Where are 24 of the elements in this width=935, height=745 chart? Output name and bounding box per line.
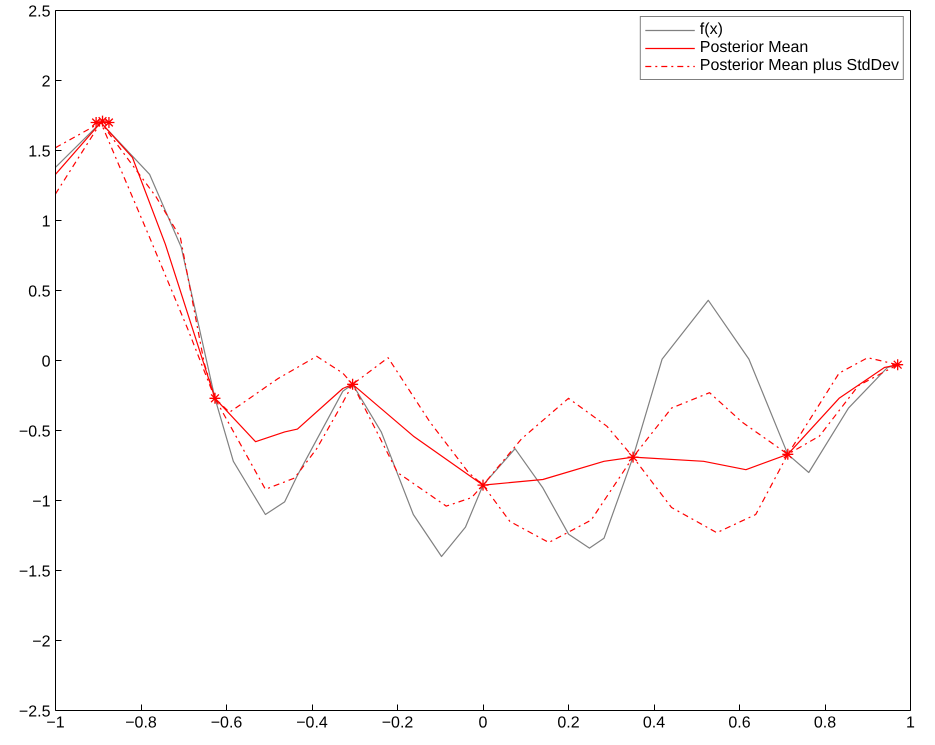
y-tick-label: −1 xyxy=(32,494,51,510)
y-tick-label: −2 xyxy=(32,634,51,650)
y-tick-label: −0.5 xyxy=(18,424,51,440)
x-tick-label: 0.4 xyxy=(642,714,666,732)
x-tick-label: 1 xyxy=(906,714,916,732)
x-tick-label: 0 xyxy=(478,714,488,732)
x-tick-label: 0.2 xyxy=(557,714,580,732)
legend-label: f(x) xyxy=(700,21,723,39)
x-tick-label: −0.8 xyxy=(125,714,157,732)
y-tick-label: −1.5 xyxy=(18,564,51,580)
y-tick-label: 0 xyxy=(42,354,51,370)
legend-label: Posterior Mean plus StdDev xyxy=(700,57,899,75)
y-tick-label: 0.5 xyxy=(28,284,51,300)
y-tick-label: 1 xyxy=(42,214,51,230)
x-tick-label: −0.4 xyxy=(296,714,328,732)
x-tick-label: 0.6 xyxy=(728,714,751,732)
x-tick-label: −0.6 xyxy=(210,714,242,732)
y-tick-label: 2.5 xyxy=(28,4,51,20)
x-tick-label: 0.8 xyxy=(814,714,836,732)
x-tick-label: −0.2 xyxy=(382,714,414,732)
y-tick-label: −2.5 xyxy=(18,704,51,720)
legend-label: Posterior Mean xyxy=(700,39,808,57)
y-tick-label: 2 xyxy=(42,74,51,90)
y-tick-label: 1.5 xyxy=(28,144,51,160)
